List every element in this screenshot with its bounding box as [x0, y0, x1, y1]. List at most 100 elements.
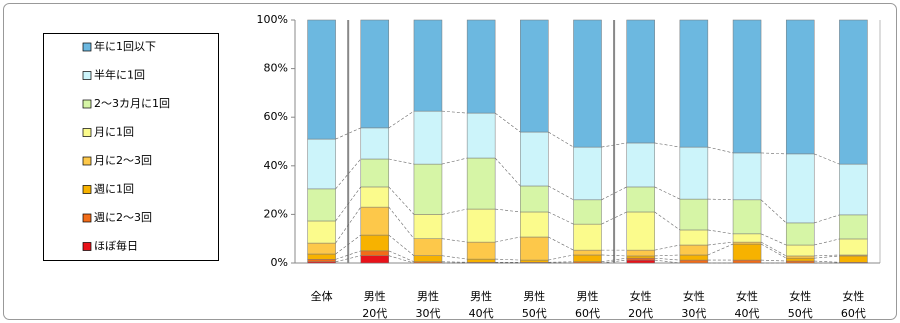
series-connector — [388, 206, 415, 239]
bar-segment — [307, 19, 336, 140]
legend-swatch — [82, 99, 92, 109]
legend-label: 月に2～3回 — [94, 154, 152, 167]
bar-segment — [360, 255, 390, 264]
legend-label: 月に1回 — [94, 126, 134, 139]
series-connector — [814, 238, 840, 246]
bar-segment — [679, 244, 709, 256]
legend-box — [43, 33, 219, 261]
bar-segment — [732, 152, 762, 201]
bar-segment — [732, 243, 762, 261]
series-connector — [814, 214, 840, 224]
bar-segment — [573, 249, 602, 256]
bar-segment — [785, 257, 815, 262]
bar-segment — [466, 19, 496, 114]
bar-segment — [307, 253, 336, 260]
series-connector — [335, 158, 362, 190]
bar-segment — [466, 241, 496, 260]
series-connector — [707, 198, 734, 201]
series-connector — [761, 259, 787, 262]
bar-segment — [307, 259, 336, 263]
series-connector — [335, 234, 361, 255]
bar-segment — [839, 163, 868, 216]
bar-segment — [785, 255, 815, 259]
bar-segment — [626, 257, 655, 261]
bar-segment — [307, 188, 336, 222]
y-tick-label: 80% — [264, 62, 288, 75]
series-connector — [388, 234, 415, 256]
bar-segment — [413, 214, 443, 239]
legend-swatch — [82, 128, 92, 137]
bar-segment — [360, 206, 390, 236]
bar-segment — [785, 19, 815, 155]
x-tick-label: 男性 20代 — [362, 290, 388, 320]
series-connector — [335, 255, 361, 263]
bar-segment — [626, 211, 655, 251]
series-connector — [494, 157, 521, 187]
series-connector — [388, 158, 415, 165]
x-tick-label: 全体 — [310, 290, 333, 303]
x-tick-label: 女性 50代 — [787, 290, 813, 320]
series-connector — [441, 255, 468, 260]
x-tick-label: 男性 30代 — [415, 290, 441, 320]
series-connector — [707, 241, 734, 246]
series-connector — [441, 157, 468, 165]
legend-swatch — [82, 71, 92, 80]
bar-segment — [732, 241, 762, 245]
bar-segment — [626, 186, 655, 213]
legend-swatch — [82, 213, 92, 223]
series-connector — [654, 259, 680, 264]
legend-label: 年に1回以下 — [94, 39, 156, 53]
bar-segment — [573, 223, 602, 251]
bar-segment — [679, 229, 709, 246]
series-connector — [814, 255, 840, 259]
bar-segment — [839, 255, 868, 263]
series-connector — [814, 260, 840, 263]
y-tick-label: 100% — [257, 13, 288, 26]
series-connector — [335, 206, 362, 244]
bar-segment — [360, 158, 390, 188]
series-connector — [601, 257, 627, 263]
bar-segment — [573, 146, 602, 201]
series-connector — [495, 236, 521, 243]
legend-label: 半年に1回 — [94, 68, 145, 82]
bar-segment — [573, 199, 602, 225]
bar-segment — [520, 236, 549, 261]
legend-label: 2～3カ月に1回 — [94, 97, 170, 110]
series-connector — [707, 229, 734, 235]
bar-segment — [307, 242, 336, 255]
series-connector — [335, 186, 362, 222]
series-connector — [494, 112, 521, 133]
bar-segment — [466, 208, 496, 243]
legend-label: ほぼ毎日 — [94, 240, 138, 253]
series-connector — [654, 211, 681, 231]
series-connector — [760, 233, 787, 246]
bar-segment — [466, 258, 496, 263]
bar-segment — [679, 254, 709, 261]
bar-segment — [466, 112, 496, 159]
bar-segment — [732, 259, 762, 264]
series-connector — [388, 250, 415, 263]
series-connector — [814, 153, 840, 165]
y-tick-label: 40% — [264, 159, 288, 172]
series-connector — [654, 257, 680, 261]
x-tick-label: 女性 60代 — [840, 290, 866, 320]
bar-segment — [573, 254, 602, 263]
bar-segment — [413, 238, 443, 256]
series-connector — [441, 110, 468, 114]
bar-segment — [573, 19, 602, 148]
bar-segment — [360, 186, 390, 208]
x-tick-label: 男性 60代 — [575, 290, 600, 320]
bar-segment — [732, 19, 762, 154]
bar-segment — [626, 19, 655, 144]
series-connector — [654, 142, 680, 148]
bar-segment — [785, 222, 815, 246]
series-connector — [495, 258, 521, 261]
series-connector — [441, 208, 468, 215]
legend-label: 週に2～3回 — [94, 211, 152, 224]
bar-segment — [413, 19, 443, 112]
bar-segment — [520, 19, 549, 133]
series-connector — [335, 127, 361, 140]
series-connector — [335, 250, 361, 260]
